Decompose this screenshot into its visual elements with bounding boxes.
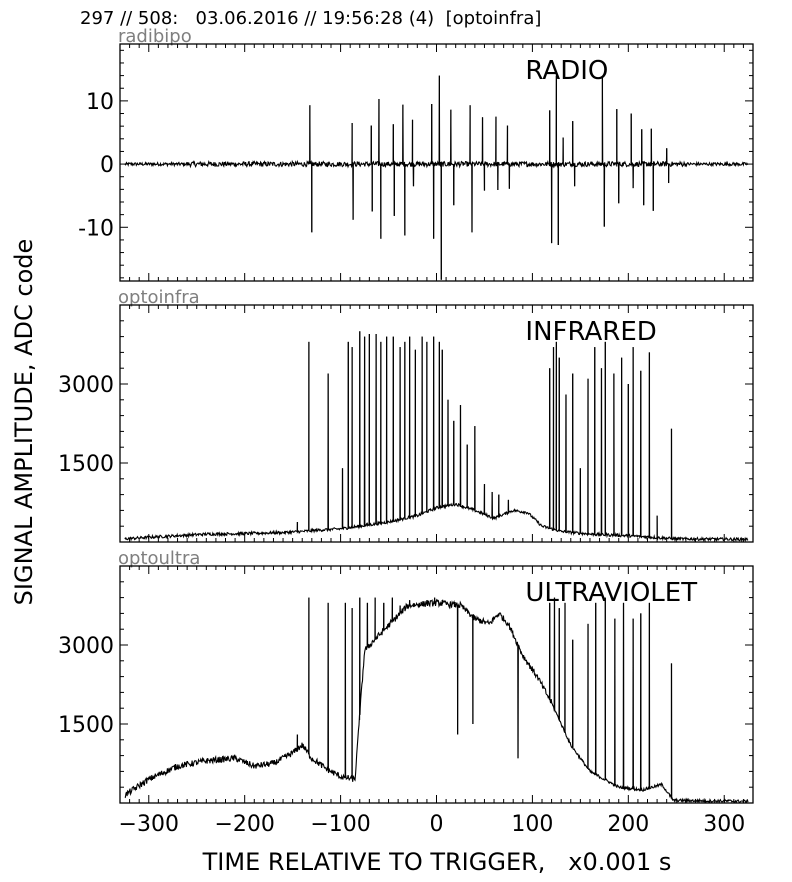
signal-trace (124, 75, 749, 280)
panel-title: INFRARED (525, 317, 656, 347)
x-tick-label: −300 (119, 812, 179, 837)
y-tick-label: 1500 (58, 713, 114, 738)
y-tick-label: 1500 (58, 452, 114, 477)
x-tick-label: 300 (703, 812, 745, 837)
channel-label: optoultra (118, 548, 200, 569)
x-tick-label: 0 (430, 812, 444, 837)
y-tick-label: 10 (86, 90, 114, 115)
y-tick-label: 0 (100, 153, 114, 178)
ultraviolet-panel: optoultra 1500 3000 −300 −200 −100 0 100 200 300 U… (58, 548, 754, 837)
panel-title: ULTRAVIOLET (525, 578, 697, 608)
figure-header: 297 // 508: 03.06.2016 // 19:56:28 (4) [… (80, 8, 542, 29)
x-tick-label: 200 (607, 812, 649, 837)
radio-panel: radibipo -10 0 10 RADIO (78, 26, 754, 282)
x-axis-label: TIME RELATIVE TO TRIGGER, x0.001 s (202, 848, 672, 876)
x-tick-label: −200 (214, 812, 274, 837)
y-tick-label: 3000 (58, 373, 114, 398)
signal-trace (124, 331, 749, 543)
y-tick-label: 3000 (58, 634, 114, 659)
channel-label: radibipo (118, 26, 192, 47)
channel-label: optoinfra (118, 287, 200, 308)
x-tick-label: 100 (511, 812, 553, 837)
y-tick-label: -10 (78, 216, 114, 241)
panel-title: RADIO (525, 56, 608, 86)
infrared-panel: optoinfra 1500 3000 INFRARED (58, 287, 754, 543)
x-tick-label: −100 (310, 812, 370, 837)
signal-trace (124, 597, 749, 804)
